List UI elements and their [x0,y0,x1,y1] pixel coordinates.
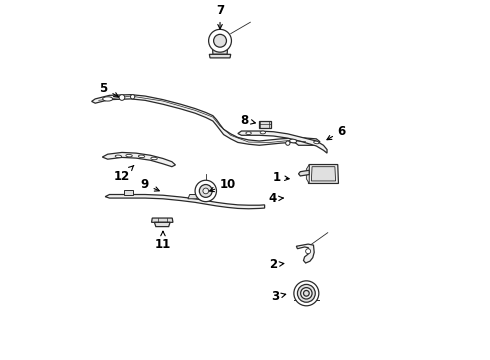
Ellipse shape [314,141,319,144]
Text: 10: 10 [210,178,236,192]
Ellipse shape [290,139,297,143]
Polygon shape [212,41,228,54]
Text: 8: 8 [240,114,255,127]
Text: 9: 9 [141,178,159,191]
Text: 3: 3 [271,291,286,303]
Polygon shape [311,167,336,181]
Polygon shape [238,131,327,153]
Ellipse shape [103,97,113,101]
Text: 5: 5 [99,82,119,97]
Polygon shape [296,244,314,263]
Polygon shape [151,218,173,222]
Ellipse shape [246,132,251,135]
Polygon shape [295,138,320,145]
Circle shape [301,288,312,299]
Polygon shape [259,121,270,128]
Text: 2: 2 [269,258,284,271]
Circle shape [297,284,315,302]
Polygon shape [105,194,265,209]
Text: 4: 4 [269,192,283,205]
Text: 11: 11 [155,231,171,251]
Polygon shape [102,152,175,167]
Circle shape [130,95,135,99]
Circle shape [199,185,212,197]
Ellipse shape [138,155,145,158]
Circle shape [209,30,231,52]
Circle shape [203,188,209,194]
Polygon shape [154,222,170,226]
Circle shape [303,291,309,296]
Polygon shape [298,170,309,176]
Text: 12: 12 [114,166,134,183]
Polygon shape [209,54,231,58]
Text: 6: 6 [327,125,346,140]
Circle shape [286,141,290,145]
Polygon shape [309,165,339,184]
Polygon shape [123,190,133,194]
Ellipse shape [260,131,266,134]
Text: 1: 1 [272,171,289,184]
Polygon shape [199,191,212,197]
Text: 7: 7 [216,4,224,29]
Circle shape [294,281,319,306]
Ellipse shape [151,157,157,160]
Circle shape [119,95,125,100]
Circle shape [306,249,311,254]
Polygon shape [306,165,309,184]
Polygon shape [92,95,309,145]
Ellipse shape [115,155,122,158]
Polygon shape [188,194,198,199]
Circle shape [214,34,226,47]
Circle shape [195,180,217,202]
Ellipse shape [126,154,132,157]
